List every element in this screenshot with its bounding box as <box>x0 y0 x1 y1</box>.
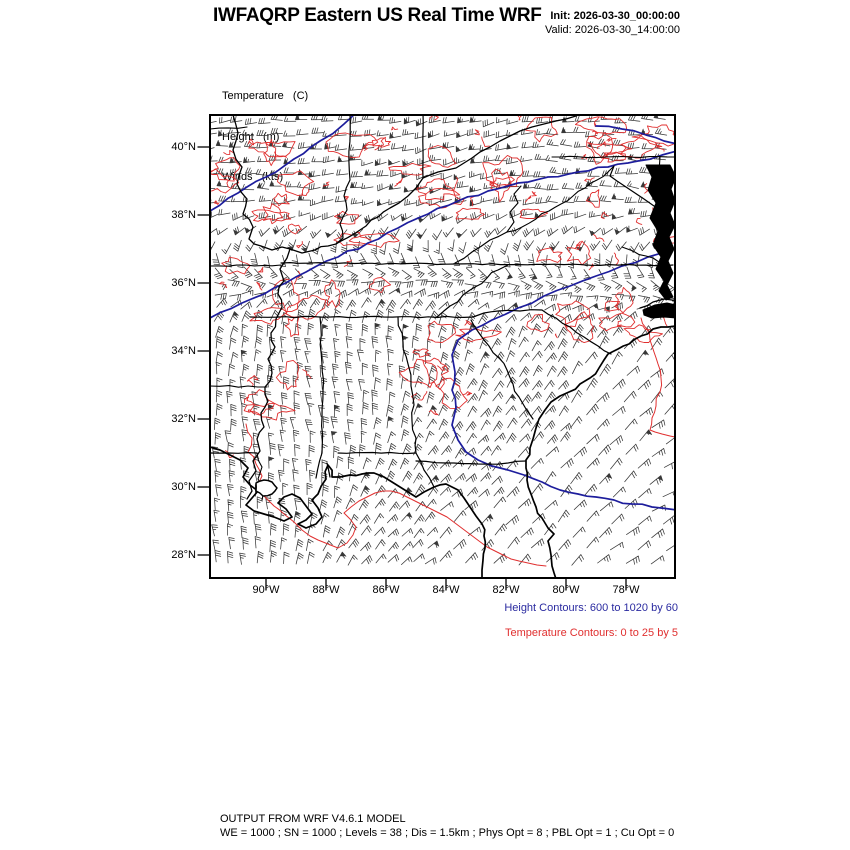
temperature-contours-layer <box>210 115 675 567</box>
valid-timestamp: Valid: 2026-03-30_14:00:00 <box>545 24 680 36</box>
y-axis-label-34n: 34°N <box>171 345 196 357</box>
axis-frame <box>197 114 676 591</box>
y-axis-label-28n: 28°N <box>171 549 196 561</box>
y-axis-label-36n: 36°N <box>171 277 196 289</box>
footer-params-line: WE = 1000 ; SN = 1000 ; Levels = 38 ; Di… <box>220 827 675 839</box>
timestamp-block: Init: 2026-03-30_00:00:00 Valid: 2026-03… <box>545 9 680 37</box>
init-timestamp: Init: 2026-03-30_00:00:00 <box>550 10 680 22</box>
page-title: IWFAQRP Eastern US Real Time WRF <box>213 5 542 26</box>
footer-model-line: OUTPUT FROM WRF V4.6.1 MODEL <box>220 813 406 825</box>
wind-barbs-layer <box>210 115 675 566</box>
height-contour-note: Height Contours: 600 to 1020 by 60 <box>504 602 678 614</box>
y-axis-label-32n: 32°N <box>171 413 196 425</box>
model-footer: OUTPUT FROM WRF V4.6.1 MODEL WE = 1000 ;… <box>220 812 674 840</box>
weather-map-plot <box>197 114 676 591</box>
height-contours-layer <box>210 115 675 511</box>
temperature-contour-note: Temperature Contours: 0 to 25 by 5 <box>504 627 678 639</box>
y-axis-label-38n: 38°N <box>171 209 196 221</box>
y-axis-label-30n: 30°N <box>171 481 196 493</box>
legend-height: Height (m) <box>222 130 280 143</box>
y-axis-label-40n: 40°N <box>171 141 196 153</box>
legend-temperature: Temperature (C) <box>222 90 309 102</box>
geography-layer <box>210 115 675 578</box>
